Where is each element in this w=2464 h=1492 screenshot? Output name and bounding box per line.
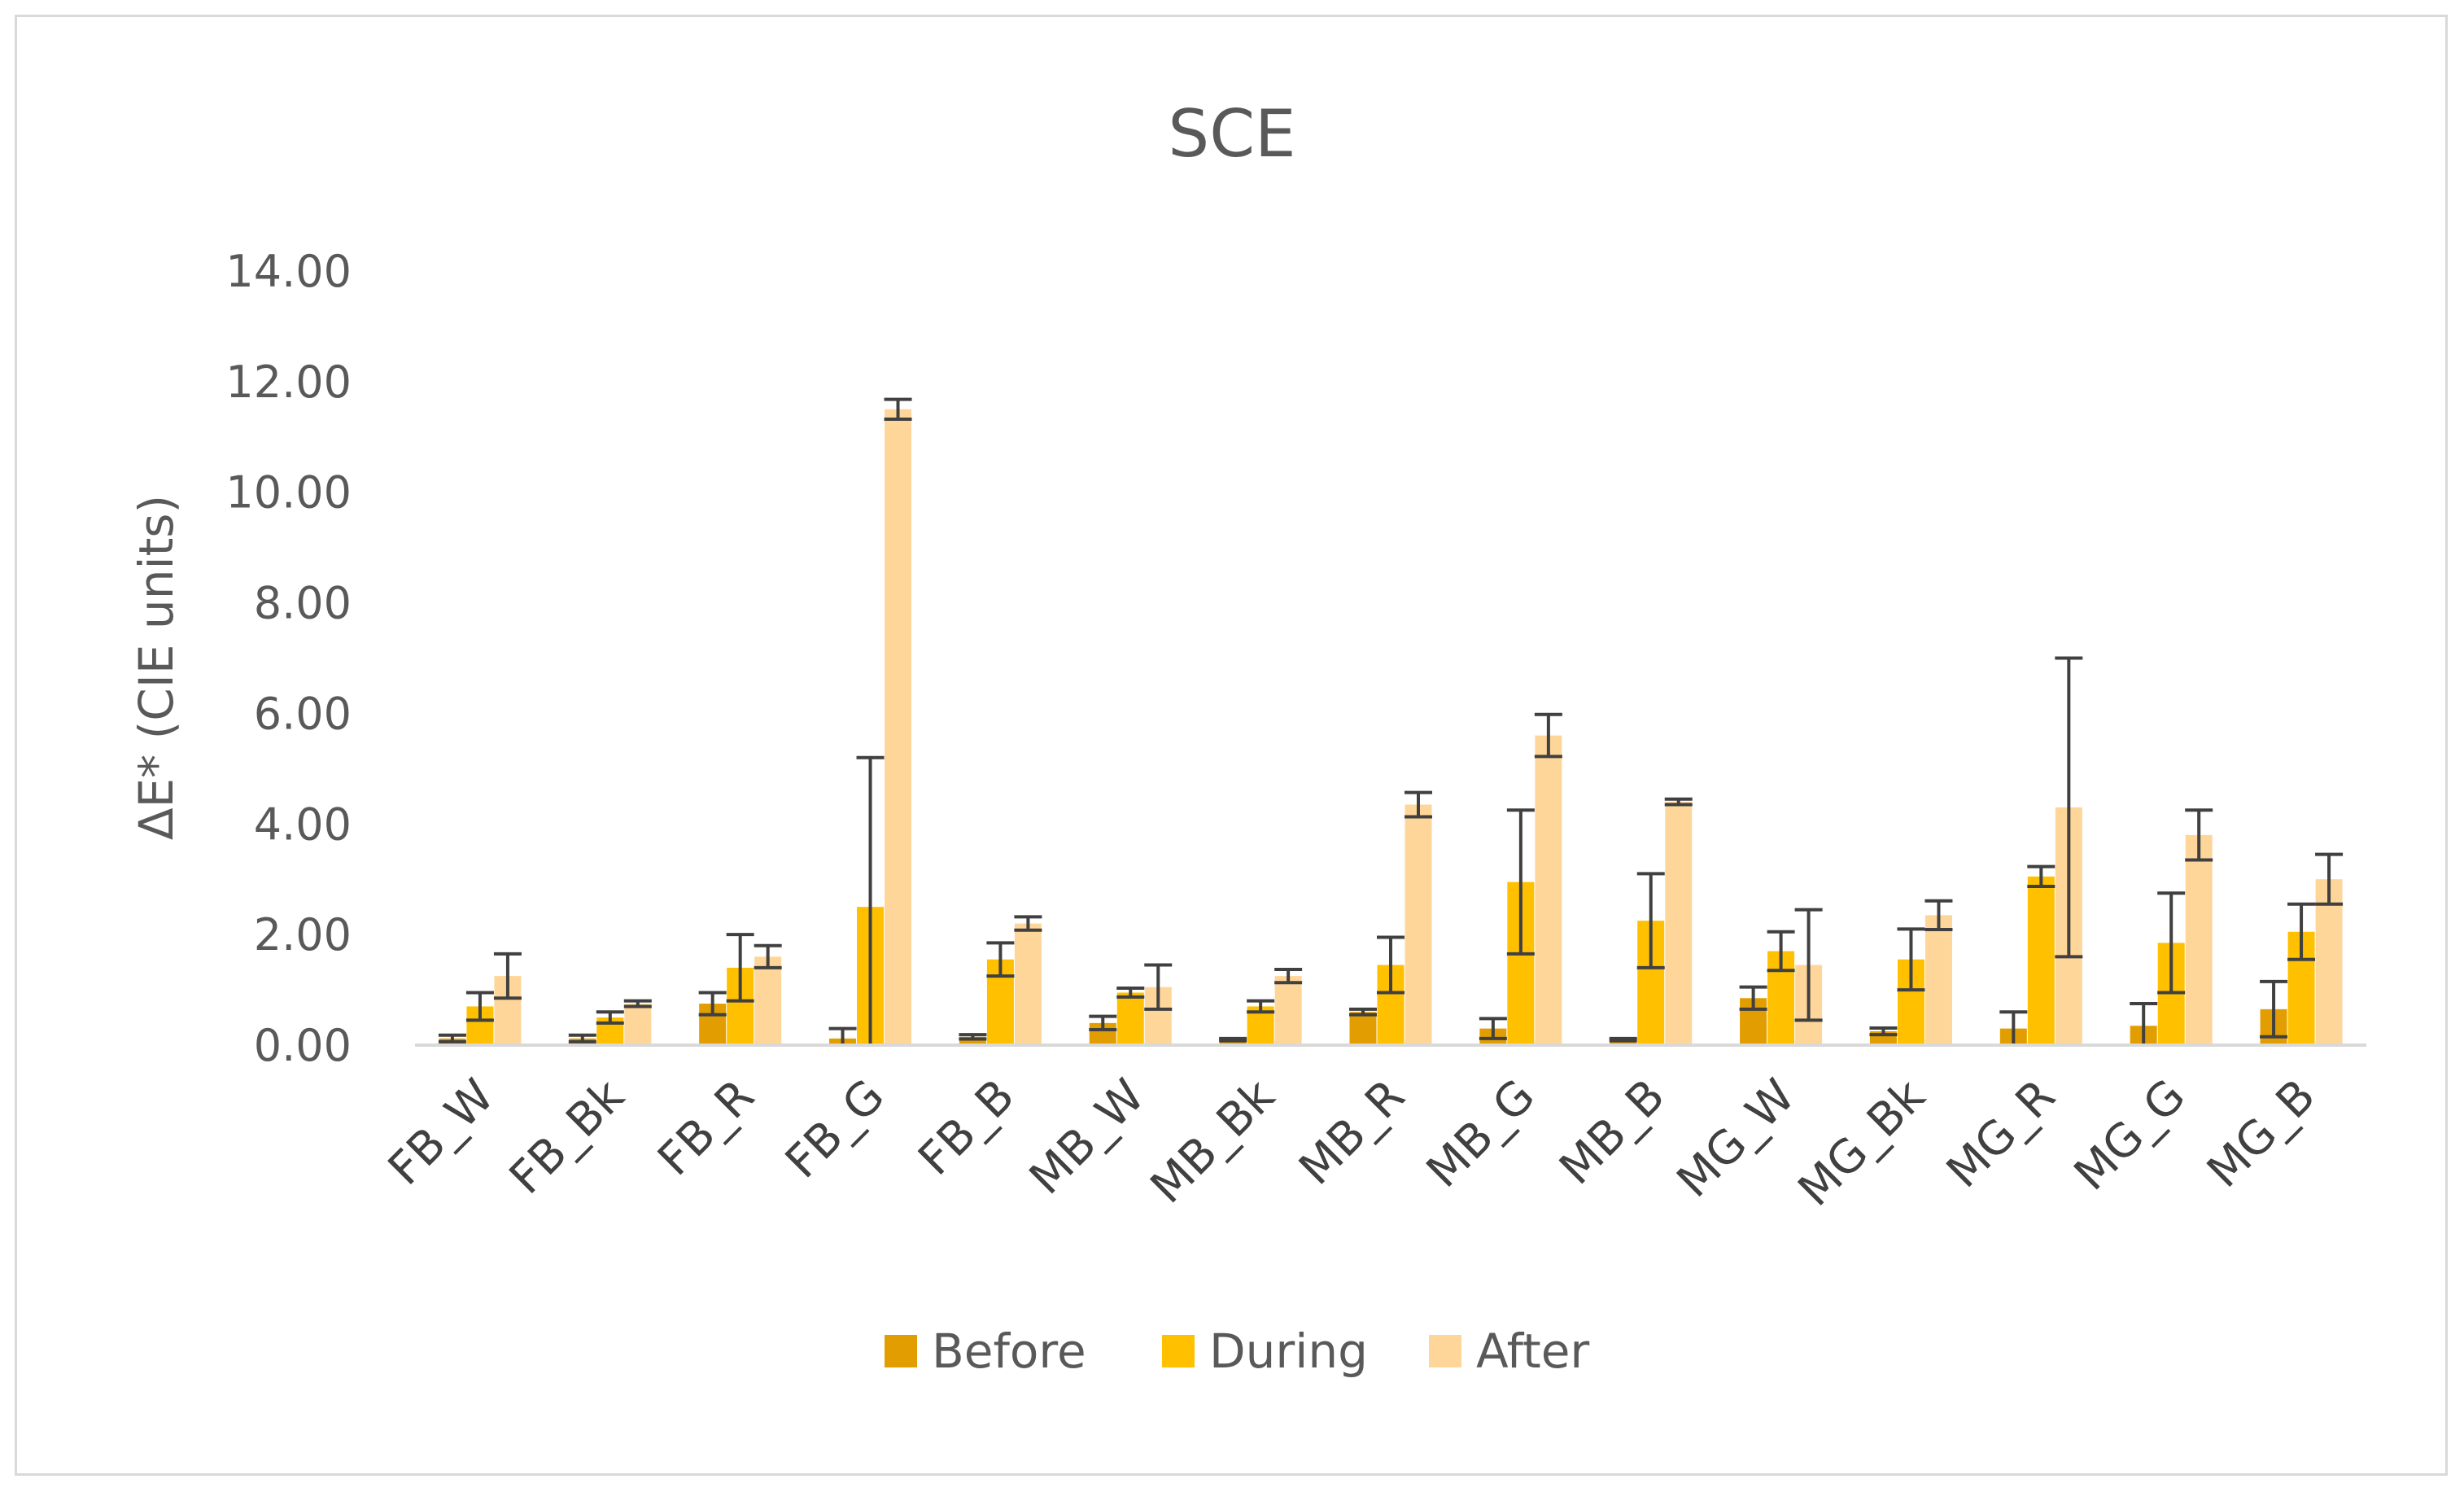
y-tick-label: 8.00 bbox=[254, 578, 352, 629]
bar-before-mb-r bbox=[1349, 1012, 1377, 1045]
bar-during-mg-r bbox=[2027, 876, 2055, 1045]
x-tick-label: MB_W bbox=[1020, 1070, 1155, 1205]
bar-after-fb-bk bbox=[624, 1004, 652, 1045]
bar-after-mg-b bbox=[2315, 879, 2343, 1045]
legend: Before During After bbox=[885, 1324, 1589, 1379]
x-ticks: FB_WFB_Bk FB_R FB_G FB_BMB_WMB_Bk MB_R MB_G MB… bbox=[378, 1070, 2326, 1217]
x-tick-label: FB_Bk bbox=[500, 1070, 635, 1205]
bar-after-mb-bk bbox=[1274, 976, 1302, 1045]
bar-after-mb-b bbox=[1665, 802, 1693, 1045]
y-tick-label: 12.00 bbox=[225, 357, 352, 408]
x-tick-label: FB_B bbox=[908, 1070, 1024, 1186]
chart-title: SCE bbox=[1168, 96, 1295, 172]
bar-after-fb-b bbox=[1014, 923, 1042, 1045]
x-tick-label: FB_R bbox=[648, 1070, 764, 1186]
y-tick-label: 10.00 bbox=[225, 467, 352, 518]
x-tick-label: MB_B bbox=[1549, 1070, 1675, 1195]
y-tick-label: 2.00 bbox=[254, 909, 352, 960]
chart-frame bbox=[15, 15, 2448, 1476]
x-tick-label: MB_G bbox=[1417, 1070, 1545, 1198]
y-ticks: 0.00 2.00 4.00 6.00 8.00 10.00 12.00 14.00 bbox=[225, 246, 352, 1071]
x-tick-label: MG_R bbox=[1937, 1070, 2065, 1198]
y-tick-label: 0.00 bbox=[254, 1020, 352, 1071]
legend-swatch-during bbox=[1162, 1335, 1195, 1367]
x-tick-label: MB_R bbox=[1289, 1070, 1415, 1196]
x-tick-label: MG_B bbox=[2197, 1070, 2326, 1198]
legend-swatch-after bbox=[1429, 1335, 1461, 1367]
bar-before-mb-b bbox=[1610, 1039, 1637, 1045]
x-tick-label: MB_Bk bbox=[1141, 1070, 1286, 1214]
bar-after-mg-bk bbox=[1924, 915, 1952, 1045]
legend-label-before: Before bbox=[932, 1324, 1086, 1379]
x-tick-label: MG_Bk bbox=[1789, 1070, 1936, 1217]
y-tick-label: 4.00 bbox=[254, 799, 352, 850]
bar-after-fb-g bbox=[885, 409, 912, 1046]
y-axis-label: ΔE* (CIE units) bbox=[129, 495, 184, 840]
bar-after-fb-r bbox=[754, 956, 782, 1045]
x-tick-label: MG_G bbox=[2064, 1070, 2195, 1201]
x-tick-label: MG_W bbox=[1667, 1070, 1806, 1208]
y-tick-label: 6.00 bbox=[254, 688, 352, 739]
legend-label-after: After bbox=[1476, 1324, 1589, 1379]
legend-swatch-before bbox=[885, 1335, 917, 1367]
bars bbox=[439, 409, 2343, 1046]
bar-during-mb-w bbox=[1116, 992, 1144, 1045]
bar-after-mb-r bbox=[1405, 804, 1432, 1045]
x-tick-label: FB_W bbox=[378, 1070, 505, 1196]
y-tick-label: 14.00 bbox=[225, 246, 352, 297]
bar-before-mb-bk bbox=[1219, 1039, 1247, 1045]
bar-before-fb-b bbox=[959, 1036, 986, 1045]
bar-after-mg-g bbox=[2185, 834, 2213, 1045]
error-bars bbox=[438, 397, 2344, 1047]
x-tick-label: FB_G bbox=[775, 1070, 894, 1188]
bar-after-mb-g bbox=[1535, 735, 1562, 1045]
legend-label-during: During bbox=[1209, 1324, 1368, 1379]
